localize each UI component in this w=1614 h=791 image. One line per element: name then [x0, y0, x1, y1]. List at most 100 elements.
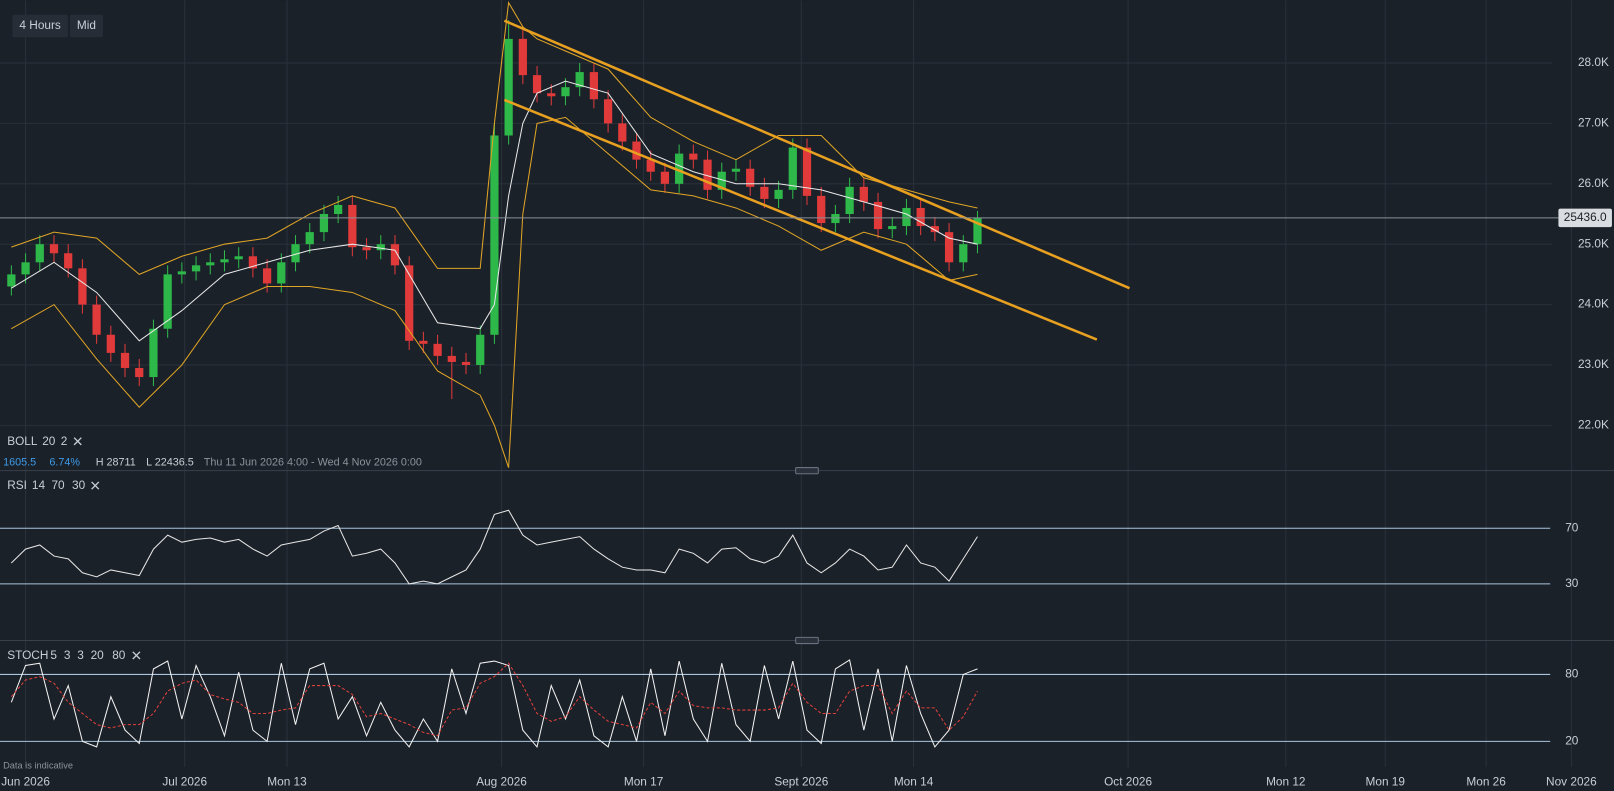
candle-body: [262, 268, 272, 284]
y-tick-label: 30: [1565, 576, 1579, 590]
y-tick-label: 80: [1565, 667, 1579, 681]
candle-body: [632, 141, 641, 160]
candle-body: [433, 343, 442, 356]
candle-body: [120, 352, 130, 368]
candle-body: [447, 355, 456, 362]
indicator-line: [10, 509, 978, 585]
grid: [0, 0, 1572, 768]
indicator-line: [10, 659, 978, 749]
candle-body: [916, 207, 925, 227]
indicator-name[interactable]: STOCH: [7, 648, 48, 662]
resize-handle[interactable]: [795, 467, 819, 475]
candle-body: [376, 244, 385, 251]
candle-body: [405, 265, 414, 341]
candle-body: [277, 262, 286, 284]
candle-body: [220, 259, 229, 263]
indicator-param[interactable]: 3: [77, 648, 84, 662]
last-price-label: 25436.0: [1564, 210, 1607, 224]
y-tick-label: 27.0K: [1578, 116, 1609, 130]
indicator-param[interactable]: 20: [42, 434, 56, 448]
candle-body: [35, 244, 44, 263]
indicator-name[interactable]: RSI: [7, 478, 27, 492]
candle-body: [547, 93, 556, 97]
candle-body: [490, 135, 499, 335]
candle-body: [362, 247, 371, 251]
indicator-param[interactable]: 30: [72, 478, 86, 492]
close-icon[interactable]: [73, 437, 82, 446]
candle-body: [603, 99, 613, 124]
candle-body: [845, 186, 854, 215]
candle-body: [888, 226, 897, 230]
candle-body: [561, 87, 570, 97]
y-tick-label: 25.0K: [1578, 236, 1609, 250]
candle-body: [319, 214, 329, 233]
candle-body: [959, 244, 968, 263]
axes: Jun 2026 Jul 2026 Mon 13 Aug 2026 Mon 17 Sept…: [1, 55, 1612, 789]
interval-label: 4 Hours: [19, 18, 61, 32]
candle-body: [532, 75, 542, 94]
x-tick-label: Mon 19: [1366, 775, 1406, 789]
plot: [0, 1, 1559, 749]
y-tick-label: 23.0K: [1578, 357, 1609, 371]
close-icon[interactable]: [91, 481, 100, 490]
indicator-param[interactable]: 5: [50, 648, 57, 662]
candle-body: [774, 189, 783, 199]
x-tick-label: Jun 2026: [1, 775, 50, 789]
price-type-button[interactable]: [69, 14, 103, 38]
last-price-box: [1558, 208, 1612, 228]
candle-body: [675, 153, 684, 184]
indicator-param[interactable]: 3: [64, 648, 71, 662]
candle-body: [78, 268, 87, 305]
candle-body: [788, 147, 797, 190]
candle-body: [64, 253, 73, 269]
candle-body: [518, 38, 527, 76]
indicator-param[interactable]: 2: [61, 434, 68, 448]
y-tick-label: 28.0K: [1578, 55, 1609, 69]
x-tick-label: Oct 2026: [1104, 775, 1152, 789]
indicator-param[interactable]: 70: [51, 478, 65, 492]
candle-body: [149, 328, 158, 378]
disclaimer: Data is indicative: [3, 761, 73, 771]
bollinger-middle: [11, 80, 978, 342]
candle-body: [746, 168, 755, 187]
candle-body: [859, 186, 868, 202]
candle-body: [476, 334, 485, 365]
candle-body: [873, 201, 883, 230]
resize-handle[interactable]: [795, 636, 819, 645]
candle-body: [760, 186, 769, 199]
candle-body: [575, 72, 584, 88]
x-tick-label: Mon 17: [624, 775, 663, 789]
x-tick-label: Mon 14: [894, 775, 934, 789]
x-tick-label: Aug 2026: [476, 775, 527, 789]
candle-body: [234, 256, 243, 260]
candle-body: [802, 147, 812, 196]
candle-body: [646, 159, 655, 172]
candle-body: [902, 207, 911, 227]
x-tick-label: Mon 26: [1466, 775, 1506, 789]
x-tick-label: Mon 13: [267, 775, 307, 789]
indicator-name[interactable]: BOLL: [7, 434, 38, 448]
candle-body: [163, 274, 172, 329]
interval-button[interactable]: [12, 14, 68, 38]
y-tick-label: 26.0K: [1578, 176, 1609, 190]
indicator-line: [10, 662, 978, 737]
indicator-param[interactable]: 80: [112, 648, 126, 662]
date-range: Thu 11 Jun 2026 4:00 - Wed 4 Nov 2026 0:…: [204, 456, 422, 468]
y-tick-label: 24.0K: [1578, 297, 1609, 311]
price-type-label: Mid: [77, 18, 96, 32]
candle-body: [731, 168, 741, 172]
candle-body: [831, 214, 840, 224]
candle-body: [291, 244, 300, 263]
candle-body: [348, 204, 357, 248]
y-tick-label: 20: [1565, 733, 1579, 747]
close-icon[interactable]: [132, 651, 141, 660]
candle-body: [21, 262, 30, 275]
candle-body: [589, 72, 599, 100]
indicator-param[interactable]: 14: [32, 478, 46, 492]
indicator-param[interactable]: 20: [91, 648, 105, 662]
candle-body: [703, 159, 712, 190]
x-tick-label: Nov 2026: [1546, 775, 1597, 789]
